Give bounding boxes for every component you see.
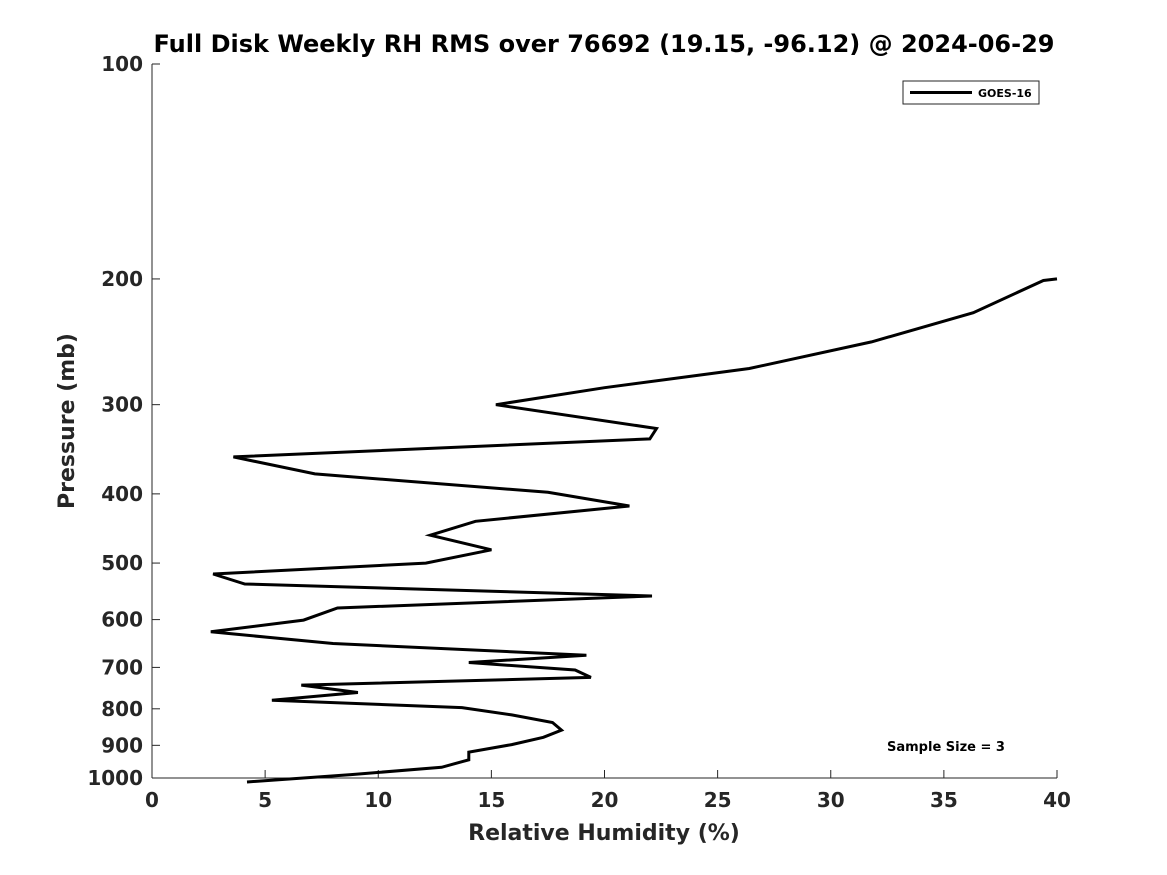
x-tick-label: 0 [145, 788, 159, 812]
x-tick-label: 30 [817, 788, 845, 812]
legend: GOES-16 [902, 80, 1040, 105]
y-tick-label: 800 [101, 697, 143, 721]
x-tick-label: 15 [477, 788, 505, 812]
x-tick-label: 35 [930, 788, 958, 812]
y-tick-label: 1000 [87, 766, 143, 790]
legend-label-goes-16: GOES-16 [978, 87, 1032, 100]
y-tick-label: 300 [101, 393, 143, 417]
y-tick-label: 400 [101, 482, 143, 506]
y-axis-ticks: 100 200 300 400 500 600 700 800 900 1000 [87, 52, 160, 790]
y-tick-label: 600 [101, 608, 143, 632]
y-tick-label: 200 [101, 267, 143, 291]
x-tick-label: 20 [591, 788, 619, 812]
x-axis-ticks: 0 5 10 15 20 25 30 35 40 [145, 770, 1071, 812]
y-tick-label: 900 [101, 733, 143, 757]
y-tick-label: 100 [101, 52, 143, 76]
y-axis-label: Pressure (mb) [55, 333, 80, 509]
y-tick-label: 700 [101, 655, 143, 679]
y-tick-label: 500 [101, 551, 143, 575]
x-tick-label: 5 [258, 788, 272, 812]
x-tick-label: 40 [1043, 788, 1071, 812]
sample-size-annotation: Sample Size = 3 [887, 740, 1005, 755]
x-tick-label: 10 [364, 788, 392, 812]
chart-title: Full Disk Weekly RH RMS over 76692 (19.1… [153, 30, 1054, 58]
series-layer [210, 277, 1058, 784]
x-axis-label: Relative Humidity (%) [468, 821, 740, 846]
series-line-goes-16 [210, 277, 1058, 784]
x-tick-label: 25 [704, 788, 732, 812]
